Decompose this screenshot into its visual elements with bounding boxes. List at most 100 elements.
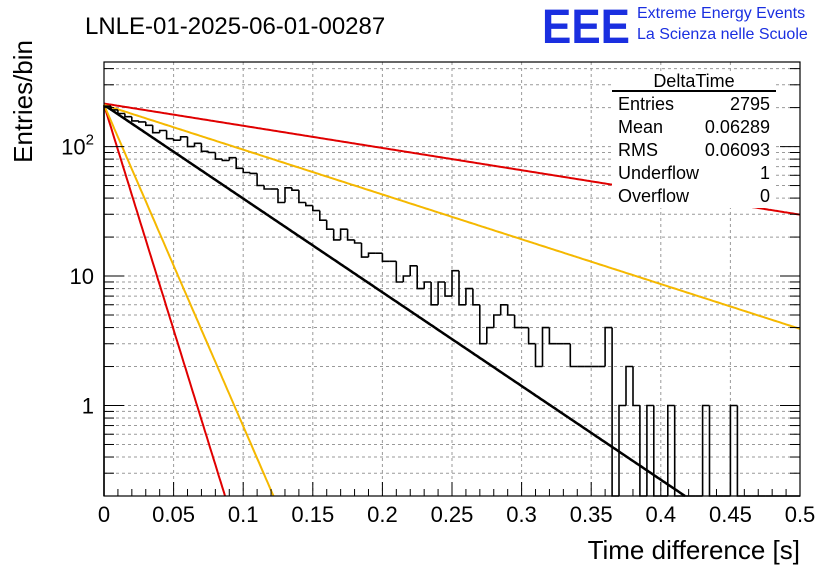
histogram-bin: [124, 113, 132, 118]
stats-row-value: 2795: [730, 94, 770, 114]
stats-box: DeltaTime Entries 2795 Mean 0.06289 RMS 0.060…: [612, 71, 776, 208]
histogram-bin: [729, 404, 738, 496]
histogram-bin: [312, 205, 320, 212]
histogram-bin: [353, 239, 362, 244]
x-tick-label: 0.1: [228, 502, 259, 527]
histogram-bin: [103, 105, 111, 496]
x-tick-label: 0.35: [570, 502, 613, 527]
histogram-bin: [277, 189, 285, 204]
fit-curve: [103, 103, 801, 330]
histogram-bin: [667, 404, 675, 496]
x-tick-label: 0.4: [646, 502, 677, 527]
x-tick-label: 0.45: [709, 502, 752, 527]
histogram-bin: [639, 405, 647, 497]
stats-row-label: RMS: [618, 140, 658, 160]
histogram-bin: [708, 405, 717, 497]
histogram-bin: [465, 287, 473, 305]
histogram-bin: [625, 365, 633, 406]
stats-row-label: Overflow: [618, 186, 690, 206]
histogram-bin: [305, 202, 313, 207]
stats-row-value: 0.06093: [705, 140, 770, 160]
stats-rows: Entries 2795 Mean 0.06289 RMS 0.06093Underflo…: [618, 94, 770, 206]
histogram-bin: [151, 125, 160, 134]
histogram-bin: [298, 190, 306, 204]
histogram-bin: [534, 343, 543, 368]
histogram-bin: [200, 143, 209, 153]
histogram-bin: [541, 326, 550, 367]
eee-logo-letters: EEE: [542, 1, 630, 54]
y-tick-label: 102: [61, 132, 94, 160]
fit-curve: [103, 104, 226, 497]
y-tick-label-exponent: 2: [86, 132, 94, 149]
x-tick-label: 0.05: [152, 502, 195, 527]
fit-curve: [103, 103, 686, 498]
histogram-bin: [395, 261, 404, 283]
histogram-bin: [527, 327, 536, 345]
histogram-bin: [117, 109, 125, 115]
histogram-bin: [451, 269, 459, 297]
histogram-bin: [437, 281, 445, 305]
histogram-bin: [360, 243, 369, 258]
histogram-bin: [367, 252, 376, 258]
stats-box-title: DeltaTime: [653, 71, 734, 91]
grid-lines: [104, 62, 800, 497]
histogram-bin: [499, 304, 508, 315]
histogram-bin: [618, 404, 626, 496]
histogram-bin: [284, 187, 292, 203]
histogram-bin: [486, 326, 494, 344]
histogram-bin: [479, 304, 487, 345]
histogram-bin: [193, 142, 202, 147]
histogram-bin: [221, 159, 230, 162]
stats-row-label: Entries: [618, 94, 674, 114]
histogram-bin: [256, 173, 265, 187]
histogram-bin: [235, 157, 244, 170]
stats-row-label: Underflow: [618, 163, 700, 183]
histogram-bin: [145, 121, 153, 127]
histogram-bin: [138, 120, 146, 123]
histogram-bin: [325, 220, 334, 230]
y-tick-label-base: 10: [61, 135, 85, 160]
x-tick-label: 0.3: [506, 502, 537, 527]
x-tick-label: 0.2: [367, 502, 398, 527]
histogram-bin: [701, 404, 710, 496]
histogram-bin: [131, 116, 139, 122]
histogram-bin: [458, 270, 466, 306]
stats-box-background: [612, 72, 776, 208]
histogram-bin: [513, 315, 522, 329]
stats-row-value: 0.06289: [705, 117, 770, 137]
histogram-bin: [569, 343, 578, 368]
histogram-bin: [646, 404, 654, 496]
histogram-bin: [430, 282, 439, 306]
x-axis-title: Time difference [s]: [588, 535, 800, 565]
histogram-bin: [653, 405, 661, 497]
stats-row-value: 0: [760, 186, 770, 206]
x-tick-label: 0.5: [785, 502, 816, 527]
histogram-bin: [249, 172, 258, 175]
histogram-bin: [548, 327, 557, 345]
histogram-bin: [506, 304, 515, 316]
eee-logo: EEE Extreme Energy Events La Scienza nel…: [542, 1, 808, 54]
histogram-bin: [604, 326, 613, 367]
histogram-bin: [632, 366, 640, 407]
x-tick-label: 0: [98, 502, 110, 527]
histogram-bin: [158, 129, 167, 133]
histogram-bin: [402, 275, 411, 282]
stats-row-value: 1: [760, 163, 770, 183]
histogram-bin: [228, 156, 237, 161]
histogram-bin: [736, 405, 745, 497]
histogram-bin: [186, 136, 195, 148]
run-title: LNLE-01-2025-06-01-00287: [85, 13, 385, 40]
histogram-bin: [409, 265, 418, 276]
histogram-bin: [472, 288, 480, 306]
x-axis-ticks: 0 0.05 0.1 0.15 0.2 0.25 0.3 0.35 0.4 0.45 0.5: [98, 482, 815, 527]
histogram-bin: [493, 314, 501, 328]
histogram-bin: [165, 130, 174, 140]
histogram-bin: [444, 282, 452, 297]
histogram-bin: [172, 138, 181, 141]
histogram-bin: [263, 185, 271, 190]
stats-row-label: Mean: [618, 117, 663, 137]
histogram-bin: [291, 187, 299, 191]
